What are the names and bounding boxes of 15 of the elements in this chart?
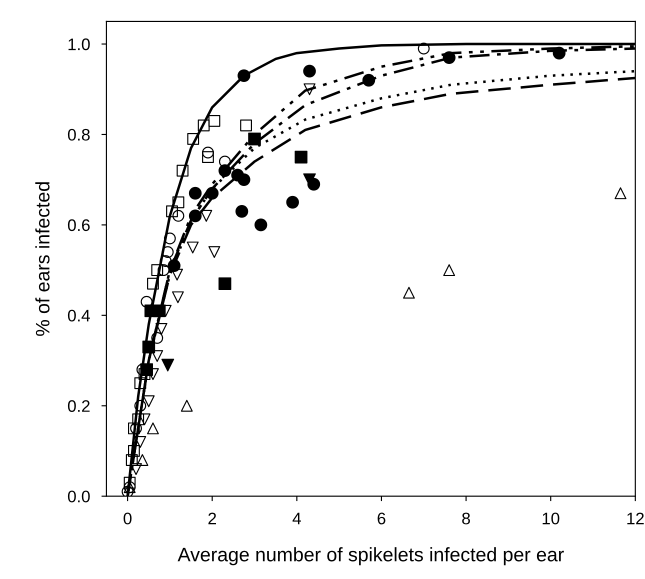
y-tick-label: 1.0 bbox=[68, 38, 90, 50]
y-tick-label: 0.8 bbox=[68, 128, 90, 141]
x-tick-label: 6 bbox=[378, 512, 386, 524]
x-tick-label: 2 bbox=[208, 512, 216, 524]
x-tick-label: 10 bbox=[542, 512, 560, 524]
y-tick-label: 0.6 bbox=[68, 219, 90, 232]
x-axis-title: Average number of spikelets infected per ear bbox=[178, 547, 564, 566]
y-axis-title: % of ears infected bbox=[35, 182, 50, 336]
x-tick-label: 4 bbox=[292, 512, 301, 524]
x-tick-label: 8 bbox=[462, 512, 470, 524]
x-tick-label: 0 bbox=[124, 512, 132, 524]
x-tick-label: 12 bbox=[627, 512, 644, 524]
y-tick-label: 0.4 bbox=[68, 310, 90, 322]
y-tick-label: 0.0 bbox=[68, 490, 90, 502]
y-tick-label: 0.2 bbox=[68, 400, 90, 412]
